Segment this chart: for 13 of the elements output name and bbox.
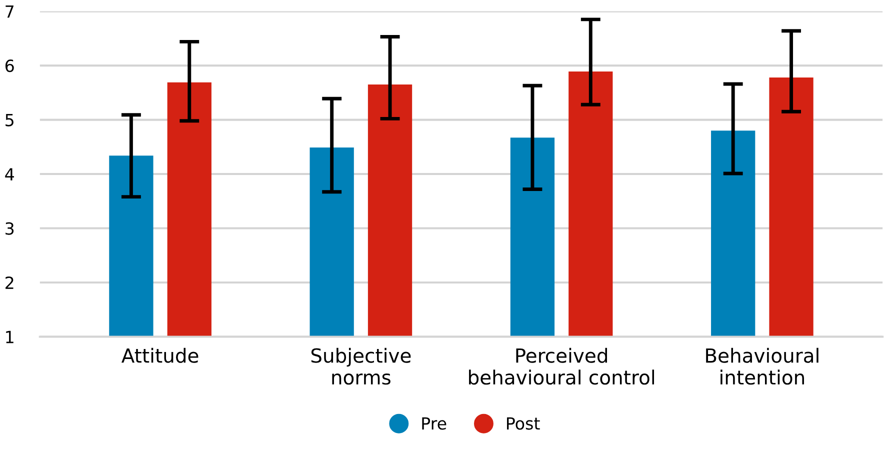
- legend-label: Pre: [422, 417, 446, 430]
- x-tick-label: Perceived behavioural control: [469, 348, 654, 385]
- y-tick-label: 3: [6, 222, 14, 235]
- y-tick-label: 7: [6, 5, 14, 18]
- y-tick-label: 2: [6, 276, 14, 289]
- x-tick-label: Attitude: [122, 348, 198, 363]
- y-tick-label: 1: [6, 330, 14, 344]
- x-tick-label: Behavioural intention: [706, 348, 818, 385]
- legend-label: Post: [507, 417, 540, 430]
- y-tick-label: 5: [6, 114, 14, 126]
- y-tick-label: 4: [5, 168, 14, 180]
- x-tick-label: Subjective norms: [311, 348, 411, 385]
- y-tick-label: 6: [5, 60, 14, 72]
